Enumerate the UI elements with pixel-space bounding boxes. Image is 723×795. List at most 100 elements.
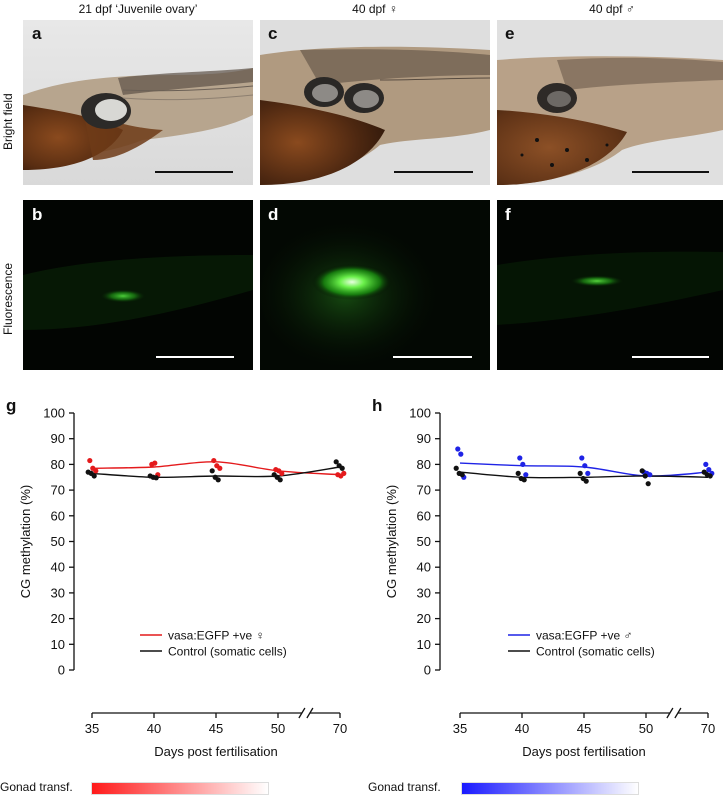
chart-h-y-tick-label: 30 — [417, 585, 431, 600]
chart-h-data-point-0 — [585, 470, 591, 476]
chart-h-y-tick-label: 20 — [417, 611, 431, 626]
fluorescence-image-40dpf-male — [497, 200, 723, 370]
panel-label-g: g — [6, 396, 17, 415]
chart-h-data-point-0 — [579, 455, 585, 461]
row-title-bright-field: Bright field — [1, 93, 15, 150]
chart-g-data-point-0 — [93, 468, 99, 474]
chart-g-x-axis-break-mark — [298, 707, 306, 719]
chart-h-y-tick-label: 70 — [417, 483, 431, 498]
chart-g-y-tick-label: 10 — [51, 637, 65, 652]
chart-g-data-point-1 — [277, 477, 283, 483]
methylation-chart-male: 0 10 20 30 40 50 60 70 80 90 100 CG methylation (%)… — [384, 406, 715, 760]
chart-g-legend-label-0: vasa:EGFP +ve ♀ — [168, 629, 265, 643]
chart-g-y-tick-label: 60 — [51, 508, 65, 523]
chart-h-y-tick-label: 0 — [424, 663, 431, 678]
panel-label-b: b — [32, 205, 43, 224]
bright-field-image-40dpf-male — [497, 20, 723, 185]
chart-h-data-point-0 — [458, 451, 464, 457]
panel-label-h: h — [372, 396, 383, 415]
panel-label-f: f — [505, 205, 511, 224]
chart-h-legend-label-0: vasa:EGFP +ve ♂ — [536, 629, 633, 643]
bright-field-image-21dpf — [23, 20, 253, 185]
gonad-gradient-bar-female — [91, 782, 269, 795]
chart-g-y-tick-label: 30 — [51, 585, 65, 600]
chart-h-y-tick-label: 10 — [417, 637, 431, 652]
chart-g-y-tick-label: 100 — [43, 406, 65, 421]
chart-h-data-point-1 — [515, 470, 521, 476]
chart-h-x-axis-label: Days post fertilisation — [522, 744, 646, 759]
chart-g-x-tick-label: 70 — [333, 721, 347, 736]
chart-h-legend-label-1: Control (somatic cells) — [536, 645, 655, 659]
row-title-fluorescence: Fluorescence — [1, 262, 15, 335]
chart-h-x-axis-break-mark — [666, 707, 674, 719]
chart-g-y-tick-label: 0 — [58, 663, 65, 678]
chart-h-data-point-1 — [642, 473, 648, 479]
chart-g-data-point-1 — [153, 475, 159, 481]
chart-h-data-point-1 — [459, 472, 465, 478]
chart-h-y-axis-label: CG methylation (%) — [384, 485, 399, 598]
chart-g-y-tick-label: 80 — [51, 457, 65, 472]
chart-h-y-tick-label: 90 — [417, 431, 431, 446]
panel-label-c: c — [268, 24, 278, 43]
chart-h-data-point-0 — [455, 446, 461, 452]
chart-g-x-tick-label: 45 — [209, 721, 223, 736]
methylation-chart-female: 0 10 20 30 40 50 60 70 80 90 100 CG methylation (%)… — [18, 406, 347, 760]
chart-g-y-axis-label: CG methylation (%) — [18, 485, 33, 598]
chart-h-data-point-1 — [639, 468, 645, 474]
chart-h-data-point-1 — [521, 477, 527, 483]
chart-g-data-point-1 — [215, 477, 221, 483]
chart-g-data-point-0 — [341, 470, 347, 476]
chart-g-legend-label-1: Control (somatic cells) — [168, 645, 287, 659]
chart-h-y-tick-label: 50 — [417, 534, 431, 549]
chart-g-y-tick-label: 40 — [51, 560, 65, 575]
chart-h-data-point-0 — [520, 461, 526, 467]
chart-h-x-tick-label: 45 — [577, 721, 591, 736]
chart-h-x-tick-label: 35 — [453, 721, 467, 736]
chart-h-data-point-0 — [582, 463, 588, 469]
chart-h-y-tick-label: 40 — [417, 560, 431, 575]
bright-field-image-40dpf-female — [260, 20, 490, 185]
chart-h-data-point-1 — [577, 470, 583, 476]
chart-g-data-point-0 — [217, 465, 223, 471]
chart-h-data-point-0 — [703, 461, 709, 467]
chart-g-x-tick-label: 50 — [271, 721, 285, 736]
column-title-40dpf-male: 40 dpf ♂ — [589, 2, 635, 16]
chart-h-data-point-1 — [583, 478, 589, 484]
column-title-21dpf: 21 dpf ‘Juvenile ovary’ — [78, 2, 198, 16]
chart-g-data-point-1 — [91, 473, 97, 479]
gonad-label-female: Gonad transf. — [0, 780, 73, 794]
chart-h-y-tick-label: 60 — [417, 508, 431, 523]
chart-g-y-tick-label: 50 — [51, 534, 65, 549]
chart-g-x-axis-label: Days post fertilisation — [154, 744, 278, 759]
chart-g-data-point-0 — [211, 457, 217, 464]
fluorescence-image-21dpf — [23, 200, 253, 370]
chart-g-data-point-1 — [333, 459, 339, 465]
chart-g-data-point-0 — [87, 457, 93, 464]
fluorescence-image-40dpf-female — [260, 200, 490, 370]
chart-h-data-point-0 — [523, 472, 529, 478]
chart-h-data-point-1 — [453, 465, 459, 471]
chart-h-x-tick-label: 70 — [701, 721, 715, 736]
chart-h-data-point-0 — [647, 472, 653, 478]
chart-g-y-tick-label: 90 — [51, 431, 65, 446]
chart-g-x-tick-label: 40 — [147, 721, 161, 736]
chart-g-data-point-0 — [152, 460, 158, 466]
chart-h-x-tick-label: 40 — [515, 721, 529, 736]
chart-g-x-tick-label: 35 — [85, 721, 99, 736]
chart-h-x-tick-label: 50 — [639, 721, 653, 736]
gonad-gradient-bar-male — [461, 782, 639, 795]
chart-h-data-point-1 — [707, 473, 713, 479]
chart-g-y-tick-label: 20 — [51, 611, 65, 626]
panel-label-a: a — [32, 24, 42, 43]
chart-g-data-point-0 — [279, 470, 285, 476]
chart-g-data-point-1 — [209, 468, 215, 474]
chart-h-data-point-0 — [517, 455, 523, 461]
chart-g-y-tick-label: 70 — [51, 483, 65, 498]
chart-h-y-tick-label: 80 — [417, 457, 431, 472]
panel-label-d: d — [268, 205, 279, 224]
column-title-40dpf-female: 40 dpf ♀ — [352, 2, 398, 16]
chart-h-data-point-0 — [706, 466, 712, 473]
chart-h-y-tick-label: 100 — [409, 406, 431, 421]
chart-g-x-axis-break-mark — [306, 707, 314, 719]
chart-h-x-axis-break-mark — [674, 707, 682, 719]
